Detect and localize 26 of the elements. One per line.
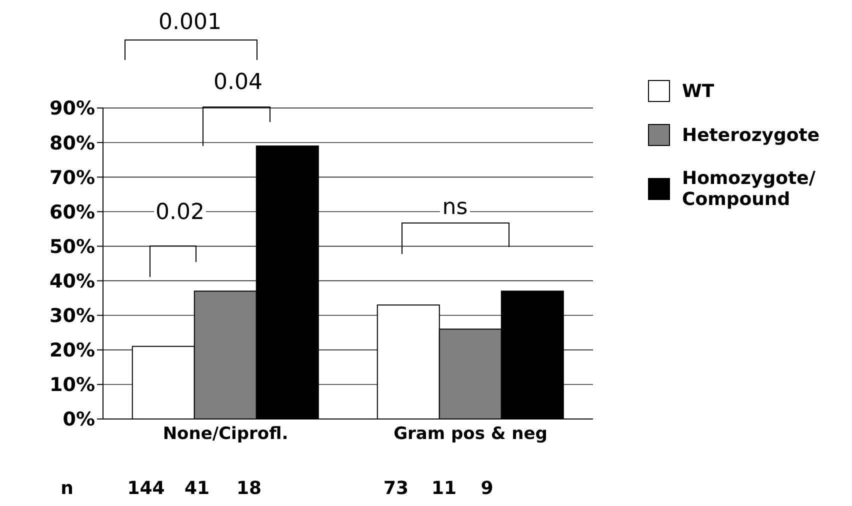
text: 11 bbox=[430, 478, 458, 499]
text: 0.001 bbox=[156, 10, 224, 35]
x-tick-label: None/Ciprofl. bbox=[162, 424, 288, 444]
y-tick-label: 0% bbox=[62, 408, 95, 431]
text: 18 bbox=[235, 478, 263, 499]
y-tick-label: 70% bbox=[50, 166, 95, 189]
text: 9 bbox=[480, 478, 494, 499]
text: n bbox=[60, 478, 74, 499]
y-tick-label: 10% bbox=[50, 374, 95, 396]
y-tick-label: 30% bbox=[50, 305, 95, 328]
y-tick-label: 40% bbox=[50, 270, 95, 293]
legend-label: WT bbox=[682, 80, 716, 102]
y-tick-label: 90% bbox=[50, 98, 95, 120]
annotation: ns bbox=[440, 195, 470, 220]
legend-label: Homozygote/ Compound bbox=[682, 168, 816, 210]
y-tick-label: 50% bbox=[50, 236, 95, 258]
y-tick-label: 20% bbox=[50, 340, 95, 362]
text: 0.04 bbox=[212, 70, 264, 95]
text: 144 bbox=[126, 478, 166, 499]
annotation: 0.02 bbox=[154, 200, 206, 225]
text: 73 bbox=[382, 478, 410, 499]
x-tick-label: Gram pos & neg bbox=[394, 424, 548, 444]
y-tick-label: 80% bbox=[50, 132, 95, 154]
legend-label: Heterozygote bbox=[682, 124, 821, 146]
text: 41 bbox=[183, 478, 211, 499]
y-tick-label: 60% bbox=[50, 201, 95, 224]
